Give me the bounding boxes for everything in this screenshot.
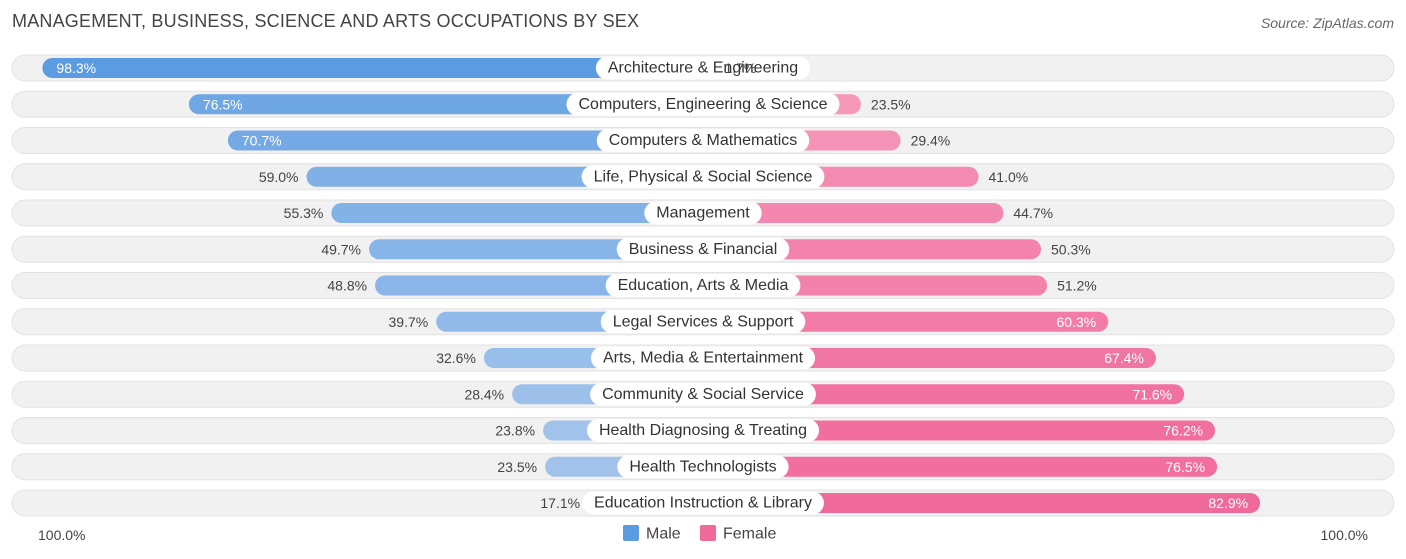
category-label: Community & Social Service	[602, 386, 804, 403]
category-label: Business & Financial	[629, 241, 778, 258]
category-label-bg	[586, 419, 820, 442]
chart-row: Architecture & Engineering 98.3% 1.7%	[11, 54, 1395, 82]
category-label: Education, Arts & Media	[618, 277, 789, 294]
bar-female	[703, 493, 1261, 513]
value-label-female: 50.3%	[1051, 241, 1091, 257]
chart-row: Education, Arts & Media 48.8% 51.2%	[11, 272, 1395, 299]
category-label-bg	[590, 346, 816, 370]
value-label-female: 41.0%	[989, 169, 1029, 185]
value-label-male: 70.7%	[242, 133, 282, 149]
bar-female	[703, 384, 1185, 405]
category-label: Computers, Engineering & Science	[578, 96, 827, 113]
legend: Male Female	[623, 525, 776, 543]
chart-row: Health Diagnosing & Treating 23.8% 76.2%	[11, 417, 1395, 444]
bar-female	[703, 348, 1156, 368]
chart-row: Arts, Media & Entertainment 32.6% 67.4%	[11, 344, 1395, 372]
category-label-bg	[617, 455, 789, 479]
value-label-male: 39.7%	[389, 314, 429, 330]
category-label: Life, Physical & Social Science	[594, 168, 813, 185]
value-label-male: 76.5%	[203, 96, 243, 112]
value-label-female: 82.9%	[1208, 495, 1248, 511]
category-label: Legal Services & Support	[613, 313, 794, 330]
legend-female-label: Female	[723, 526, 776, 543]
value-label-male: 23.5%	[497, 459, 537, 475]
value-label-female: 76.2%	[1163, 423, 1203, 439]
category-label-bg	[605, 274, 801, 297]
chart-row: Computers, Engineering & Science 76.5% 23.…	[11, 90, 1395, 118]
value-label-male: 55.3%	[284, 205, 324, 221]
value-label-male: 17.1%	[540, 495, 580, 511]
bar-female	[703, 203, 1004, 223]
value-label-male: 59.0%	[259, 169, 299, 185]
category-label: Education Instruction & Library	[594, 495, 812, 512]
axis-left-label: 100.0%	[38, 527, 85, 543]
value-label-female: 1.7%	[724, 60, 756, 76]
category-label-bg	[596, 129, 810, 152]
chart-rows: Architecture & Engineering 98.3% 1.7% Compu…	[11, 54, 1395, 517]
value-label-female: 29.4%	[911, 133, 951, 149]
chart-row: Life, Physical & Social Science 59.0% 41.0…	[11, 163, 1395, 191]
value-label-male: 98.3%	[56, 60, 96, 76]
chart-row: Business & Financial 49.7% 50.3%	[11, 235, 1395, 263]
category-label: Arts, Media & Entertainment	[603, 350, 804, 367]
value-label-male: 49.7%	[321, 241, 361, 257]
legend-male-swatch	[623, 525, 639, 541]
value-label-female: 51.2%	[1057, 278, 1097, 294]
category-label: Management	[656, 205, 750, 222]
source-note: Source: ZipAtlas.com	[1260, 15, 1394, 31]
chart-row: Education Instruction & Library 17.1% 82.9…	[11, 489, 1395, 517]
chart-row: Health Technologists 23.5% 76.5%	[11, 453, 1395, 481]
bar-female	[703, 420, 1216, 441]
chart-row: Management 55.3% 44.7%	[11, 199, 1395, 227]
category-label: Computers & Mathematics	[609, 132, 798, 149]
category-label-bg	[590, 382, 816, 406]
value-label-female: 67.4%	[1104, 350, 1144, 366]
chart-title: MANAGEMENT, BUSINESS, SCIENCE AND ARTS O…	[12, 11, 640, 31]
category-label-bg	[581, 165, 825, 189]
chart-row: Legal Services & Support 39.7% 60.3%	[11, 308, 1395, 336]
bar-female	[703, 456, 1218, 477]
category-label-bg	[600, 310, 806, 334]
chart-row: Computers & Mathematics 70.7% 29.4%	[11, 127, 1395, 154]
category-label-bg	[644, 201, 762, 225]
axis-right-label: 100.0%	[1321, 527, 1368, 543]
bar-male	[227, 130, 703, 151]
category-label-bg	[595, 56, 811, 80]
value-label-male: 23.8%	[495, 423, 535, 439]
value-label-female: 71.6%	[1132, 386, 1172, 402]
category-label-bg	[566, 92, 840, 116]
bar-male	[331, 203, 703, 223]
category-label-bg	[582, 491, 824, 515]
legend-male-label: Male	[646, 526, 681, 543]
category-label-bg	[616, 237, 790, 261]
bar-male	[42, 58, 703, 78]
legend-female-swatch	[700, 525, 716, 541]
category-label: Architecture & Engineering	[608, 60, 798, 77]
value-label-female: 23.5%	[871, 96, 911, 112]
chart-row: Community & Social Service 28.4% 71.6%	[11, 380, 1395, 408]
category-label: Health Technologists	[629, 458, 776, 475]
value-label-male: 32.6%	[436, 350, 476, 366]
value-label-female: 76.5%	[1165, 459, 1205, 475]
value-label-female: 44.7%	[1013, 205, 1053, 221]
bar-female	[703, 311, 1109, 332]
category-label: Health Diagnosing & Treating	[599, 422, 807, 439]
value-label-female: 60.3%	[1057, 314, 1097, 330]
value-label-male: 28.4%	[464, 386, 504, 402]
value-label-male: 48.8%	[327, 278, 367, 294]
